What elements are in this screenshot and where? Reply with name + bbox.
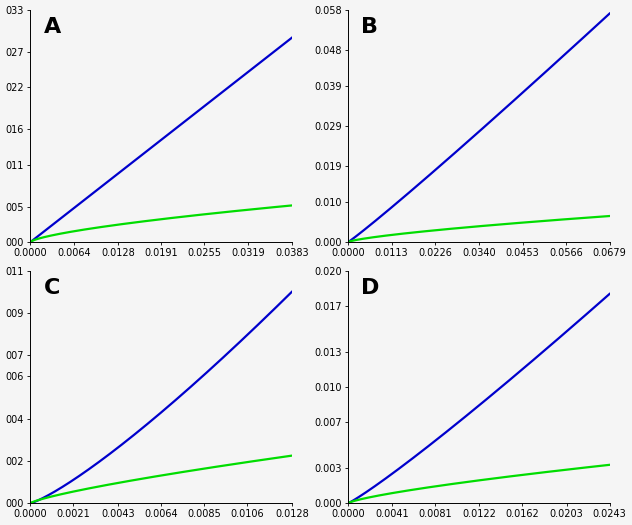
Text: A: A [44,16,61,37]
Text: C: C [44,278,60,298]
Text: D: D [362,278,380,298]
Text: B: B [362,16,378,37]
